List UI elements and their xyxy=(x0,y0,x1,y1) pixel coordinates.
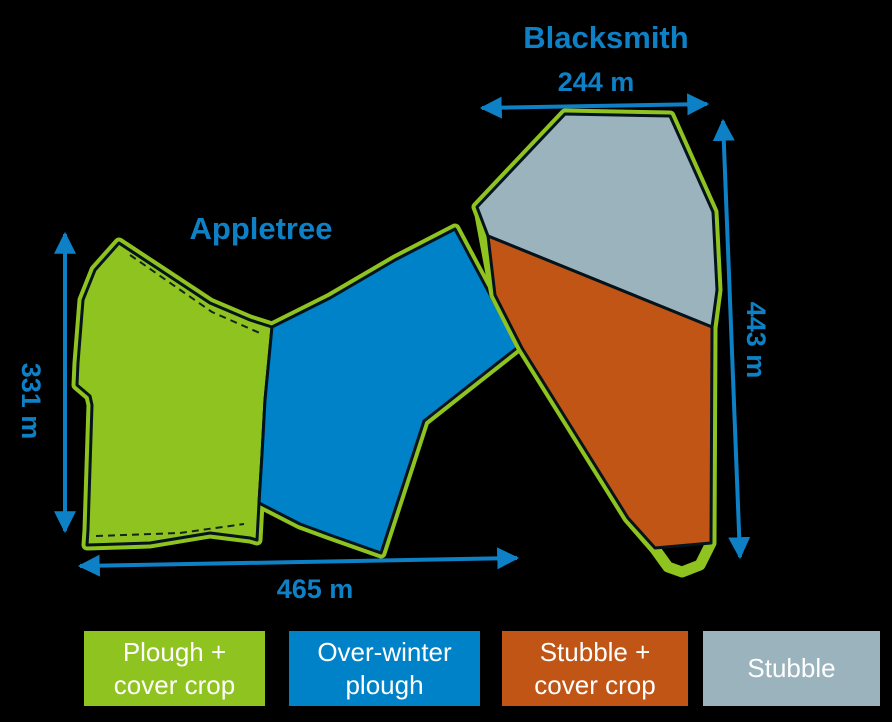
legend-label-line: Over-winter xyxy=(317,636,452,667)
legend-label-line: cover crop xyxy=(534,669,656,700)
legend-label-line: Plough + xyxy=(122,636,227,667)
appletree-region-plough-cover-crop xyxy=(75,241,274,547)
appletree-sketch-line-top xyxy=(129,254,263,335)
blacksmith-field-label: Blacksmith xyxy=(523,20,688,55)
legend-label-line: cover crop xyxy=(113,669,236,700)
legend-label-line: plough xyxy=(345,669,424,700)
blacksmith-height-arrow xyxy=(712,118,751,560)
appletree-sketch-line-bottom xyxy=(95,523,245,537)
legend-item-plough-cover-crop: Plough + cover crop xyxy=(84,631,265,706)
appletree-field-label: Appletree xyxy=(190,211,333,246)
appletree-region-over-winter-plough xyxy=(257,227,520,555)
legend-label-line: Stubble xyxy=(747,653,836,683)
appletree-width-arrow xyxy=(77,547,520,577)
legend-item-stubble: Stubble xyxy=(703,631,880,706)
appletree-height-label: 331 m xyxy=(16,363,46,440)
blacksmith-height-label: 443 m xyxy=(741,302,771,379)
blacksmith-width-label: 244 m xyxy=(558,67,635,97)
blacksmith-region-stubble-cover-crop xyxy=(486,234,714,550)
legend-label-line: Stubble + xyxy=(539,636,651,667)
legend-item-stubble-cover-crop: Stubble + cover crop xyxy=(502,631,688,706)
legend-item-over-winter-plough: Over-winter plough xyxy=(289,631,480,706)
appletree-width-label: 465 m xyxy=(277,574,354,604)
blacksmith-width-arrow xyxy=(479,93,710,119)
